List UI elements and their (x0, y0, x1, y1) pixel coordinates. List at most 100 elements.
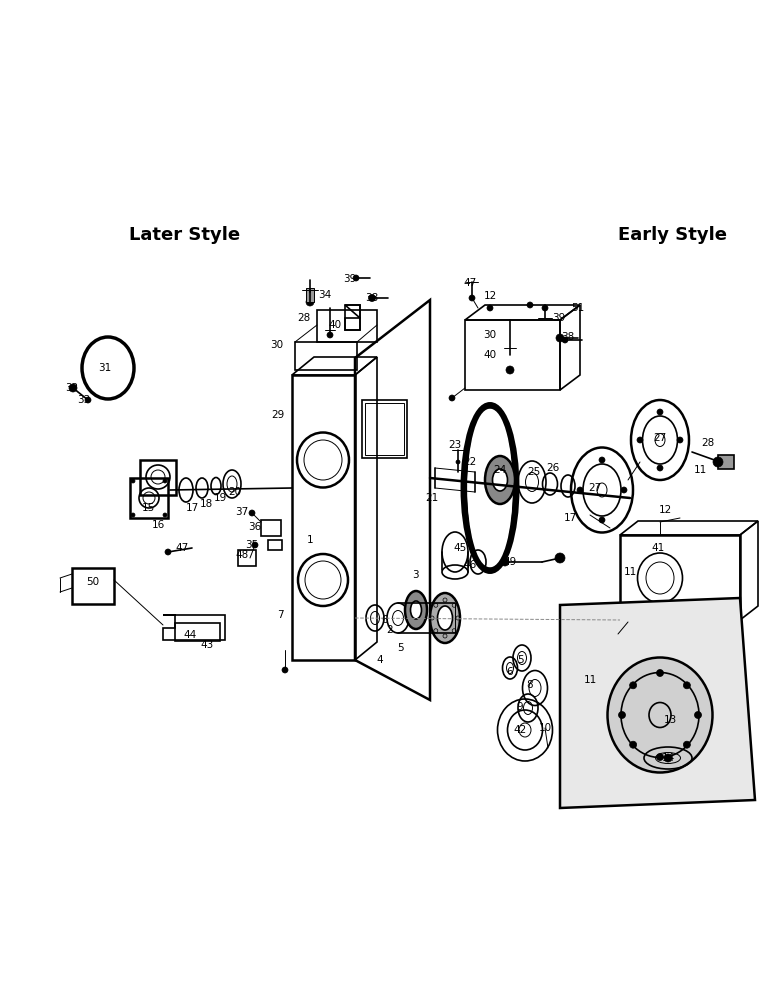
Text: 4: 4 (377, 655, 384, 665)
Circle shape (677, 437, 683, 443)
Circle shape (449, 395, 455, 401)
Bar (268, 540, 282, 550)
Circle shape (556, 334, 564, 342)
Text: 49: 49 (503, 557, 516, 567)
Bar (261, 520, 281, 536)
Bar (306, 288, 314, 302)
Text: 29: 29 (272, 410, 285, 420)
Bar (317, 310, 377, 342)
Circle shape (131, 513, 135, 517)
Circle shape (165, 549, 171, 555)
Text: 41: 41 (652, 543, 665, 553)
Ellipse shape (430, 593, 460, 643)
Bar (292, 375, 355, 660)
Circle shape (630, 741, 637, 748)
Text: 47: 47 (463, 278, 476, 288)
Text: 26: 26 (547, 463, 560, 473)
Text: 28: 28 (297, 313, 310, 323)
Text: 17: 17 (564, 513, 577, 523)
Text: 39: 39 (553, 313, 566, 323)
Circle shape (163, 479, 167, 483)
Bar (130, 478, 168, 518)
Ellipse shape (405, 591, 427, 629)
Text: 48: 48 (235, 550, 249, 560)
Circle shape (527, 302, 533, 308)
Circle shape (562, 337, 568, 343)
Text: 27: 27 (653, 433, 667, 443)
Text: 7: 7 (276, 610, 283, 620)
Text: 11: 11 (584, 675, 597, 685)
Bar (345, 305, 360, 330)
Circle shape (656, 670, 663, 676)
Text: 45: 45 (453, 543, 466, 553)
Text: 40: 40 (483, 350, 496, 360)
Circle shape (456, 460, 460, 464)
Circle shape (469, 295, 475, 301)
Text: 32: 32 (66, 383, 79, 393)
Text: 12: 12 (659, 505, 672, 515)
Text: 35: 35 (245, 540, 259, 550)
Text: 21: 21 (425, 493, 438, 503)
Text: 39: 39 (344, 274, 357, 284)
Text: 24: 24 (493, 465, 506, 475)
Text: Later Style: Later Style (130, 226, 241, 244)
Circle shape (683, 741, 690, 748)
Circle shape (637, 437, 643, 443)
Text: 42: 42 (513, 725, 527, 735)
Circle shape (542, 305, 548, 311)
Text: 30: 30 (270, 340, 283, 350)
Polygon shape (560, 598, 755, 808)
Text: 31: 31 (98, 363, 112, 373)
Circle shape (599, 517, 605, 523)
Text: 9: 9 (516, 702, 523, 712)
Bar (362, 400, 407, 458)
Circle shape (353, 275, 359, 281)
Text: 19: 19 (213, 493, 227, 503)
Text: 34: 34 (318, 290, 332, 300)
Circle shape (599, 457, 605, 463)
Ellipse shape (438, 606, 452, 630)
Text: 46: 46 (463, 560, 476, 570)
Text: 2: 2 (387, 625, 393, 635)
Text: 8: 8 (527, 680, 533, 690)
Bar (238, 550, 256, 566)
Text: 6: 6 (381, 615, 388, 625)
Circle shape (555, 553, 565, 563)
Circle shape (618, 712, 625, 718)
Circle shape (368, 294, 375, 302)
Text: 11: 11 (623, 567, 637, 577)
Text: 50: 50 (86, 577, 100, 587)
Text: 28: 28 (702, 438, 715, 448)
Text: 10: 10 (538, 723, 551, 733)
Text: 5: 5 (397, 643, 403, 653)
Circle shape (85, 397, 91, 403)
Circle shape (501, 558, 509, 566)
Text: 1: 1 (306, 535, 313, 545)
Text: 38: 38 (561, 332, 574, 342)
Text: 16: 16 (151, 520, 164, 530)
Text: 40: 40 (328, 320, 341, 330)
Circle shape (506, 366, 514, 374)
Circle shape (131, 479, 135, 483)
Circle shape (487, 305, 493, 311)
Circle shape (630, 682, 637, 689)
Text: 44: 44 (184, 630, 197, 640)
Text: 47: 47 (175, 543, 188, 553)
Text: 13: 13 (663, 715, 676, 725)
Circle shape (306, 298, 314, 306)
Circle shape (577, 487, 583, 493)
Text: 30: 30 (483, 330, 496, 340)
Circle shape (683, 682, 690, 689)
Text: 12: 12 (483, 291, 496, 301)
Bar (465, 320, 560, 390)
Text: 5: 5 (516, 655, 523, 665)
Circle shape (282, 667, 288, 673)
Text: 18: 18 (199, 499, 212, 509)
Ellipse shape (411, 601, 422, 619)
Bar (175, 623, 220, 641)
Ellipse shape (485, 456, 515, 504)
Circle shape (695, 712, 702, 718)
Ellipse shape (608, 658, 713, 772)
Circle shape (252, 542, 258, 548)
Text: 3: 3 (411, 570, 418, 580)
